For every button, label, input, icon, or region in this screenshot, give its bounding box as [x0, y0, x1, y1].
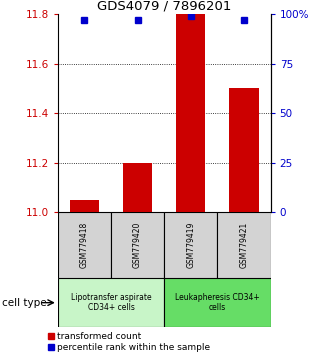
- Bar: [58, 278, 164, 327]
- Text: cell type: cell type: [2, 298, 46, 308]
- Text: GSM779419: GSM779419: [186, 222, 195, 268]
- Bar: [123, 163, 152, 212]
- Bar: [70, 200, 99, 212]
- Text: GSM779418: GSM779418: [80, 222, 89, 268]
- Bar: [58, 212, 111, 278]
- Legend: transformed count, percentile rank within the sample: transformed count, percentile rank withi…: [48, 332, 211, 352]
- Bar: [217, 212, 271, 278]
- Text: GSM779420: GSM779420: [133, 222, 142, 268]
- Text: GSM779421: GSM779421: [240, 222, 248, 268]
- Text: Lipotransfer aspirate
CD34+ cells: Lipotransfer aspirate CD34+ cells: [71, 293, 151, 312]
- Bar: [164, 278, 271, 327]
- Text: Leukapheresis CD34+
cells: Leukapheresis CD34+ cells: [175, 293, 260, 312]
- Bar: [229, 88, 259, 212]
- Bar: [176, 14, 205, 212]
- Bar: [111, 212, 164, 278]
- Title: GDS4079 / 7896201: GDS4079 / 7896201: [97, 0, 231, 13]
- Bar: [164, 212, 217, 278]
